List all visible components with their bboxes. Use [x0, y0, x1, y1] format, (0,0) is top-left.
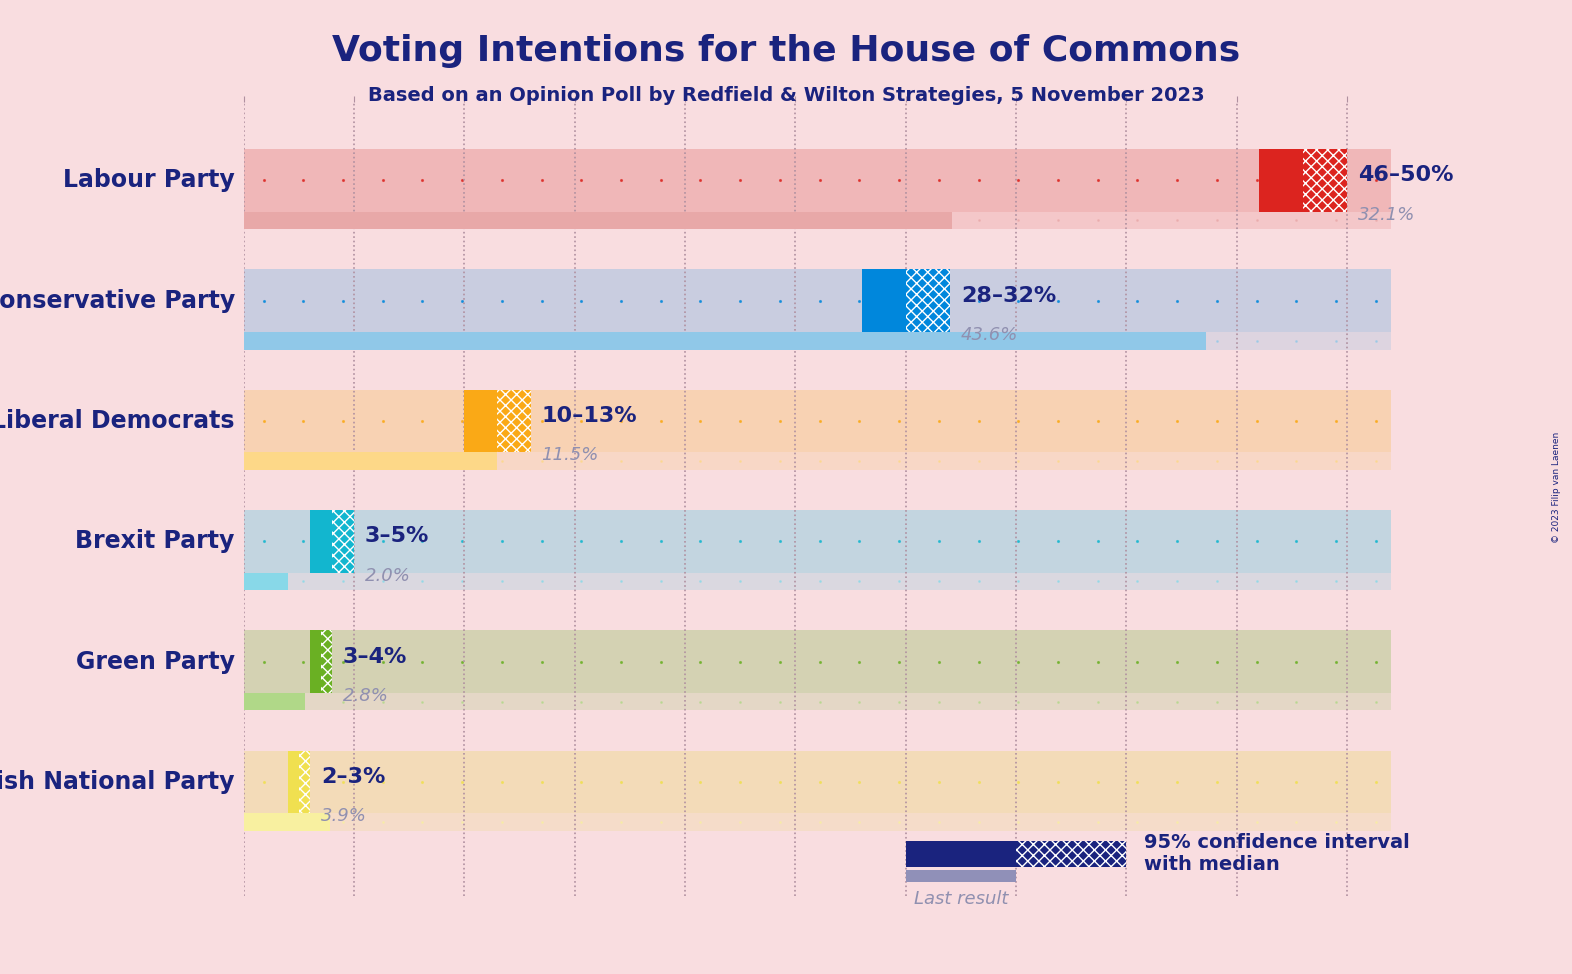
Text: 32.1%: 32.1%: [1358, 206, 1415, 224]
Bar: [244, 149, 1391, 229]
Text: 28–32%: 28–32%: [960, 285, 1056, 306]
Bar: [244, 332, 1391, 350]
Text: Green Party: Green Party: [75, 650, 234, 674]
Bar: [244, 813, 330, 831]
Bar: [244, 751, 1391, 831]
Bar: [861, 270, 905, 332]
Bar: [244, 149, 1391, 211]
Text: Scottish National Party: Scottish National Party: [0, 769, 234, 794]
Text: Last result: Last result: [913, 890, 1008, 908]
Text: 2–3%: 2–3%: [321, 767, 385, 787]
Bar: [310, 510, 332, 573]
Bar: [1303, 149, 1347, 211]
Text: 3–4%: 3–4%: [343, 647, 407, 666]
Bar: [244, 630, 1391, 693]
Bar: [905, 270, 949, 332]
Bar: [244, 211, 953, 229]
Bar: [244, 270, 1391, 332]
Bar: [244, 452, 497, 469]
Text: Brexit Party: Brexit Party: [75, 529, 234, 553]
Bar: [299, 751, 310, 813]
Bar: [1016, 841, 1127, 867]
Text: 3.9%: 3.9%: [321, 807, 366, 825]
Text: Based on an Opinion Poll by Redfield & Wilton Strategies, 5 November 2023: Based on an Opinion Poll by Redfield & W…: [368, 86, 1204, 105]
Bar: [244, 510, 1391, 590]
Text: 43.6%: 43.6%: [960, 326, 1019, 344]
Bar: [905, 870, 1016, 881]
Bar: [288, 751, 299, 813]
Text: 2.8%: 2.8%: [343, 687, 388, 705]
Bar: [244, 630, 1391, 710]
Bar: [321, 630, 332, 693]
Text: 2.0%: 2.0%: [365, 567, 410, 584]
Bar: [905, 841, 1016, 867]
Text: 95% confidence interval
with median: 95% confidence interval with median: [1144, 834, 1410, 875]
Bar: [244, 510, 1391, 573]
Text: 11.5%: 11.5%: [542, 446, 599, 465]
Text: Voting Intentions for the House of Commons: Voting Intentions for the House of Commo…: [332, 34, 1240, 68]
Bar: [244, 813, 1391, 831]
Bar: [244, 390, 1391, 469]
Bar: [244, 573, 1391, 590]
Bar: [332, 510, 354, 573]
Bar: [244, 390, 1391, 452]
Bar: [497, 390, 531, 452]
Text: 3–5%: 3–5%: [365, 526, 429, 546]
Text: Labour Party: Labour Party: [63, 169, 234, 193]
Bar: [310, 630, 321, 693]
Text: Liberal Democrats: Liberal Democrats: [0, 409, 234, 433]
Bar: [244, 211, 1391, 229]
Bar: [244, 332, 1206, 350]
Text: Conservative Party: Conservative Party: [0, 288, 234, 313]
Bar: [244, 751, 1391, 813]
Bar: [244, 693, 305, 710]
Bar: [244, 452, 1391, 469]
Text: 10–13%: 10–13%: [542, 406, 637, 426]
Bar: [244, 270, 1391, 350]
Bar: [244, 573, 288, 590]
Bar: [464, 390, 497, 452]
Bar: [244, 693, 1391, 710]
Text: © 2023 Filip van Laenen: © 2023 Filip van Laenen: [1552, 431, 1561, 543]
Text: 46–50%: 46–50%: [1358, 166, 1454, 185]
Bar: [1259, 149, 1303, 211]
